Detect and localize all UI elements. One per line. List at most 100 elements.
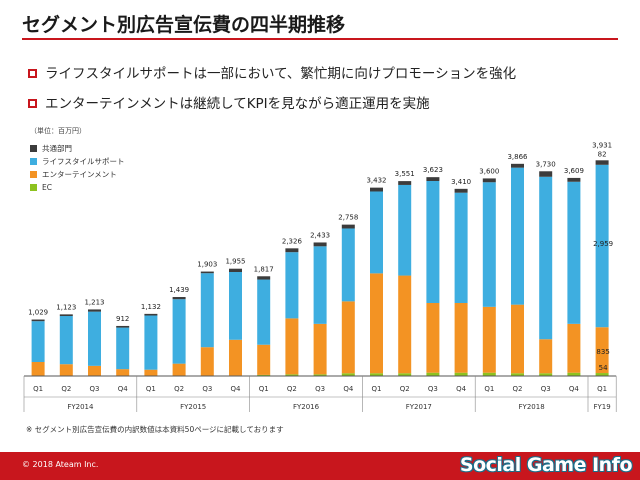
bar-segment [370, 373, 383, 376]
bullet-square-icon [28, 98, 37, 108]
bar-segment [595, 164, 609, 328]
bar-total-label: 3,623 [423, 166, 443, 174]
bar-segment [426, 303, 440, 373]
bar-total-label: 1,955 [225, 258, 245, 266]
bar-total-label: 1,817 [254, 265, 274, 273]
bar-segment [31, 321, 45, 363]
footnote: ※ セグメント別広告宣伝費の内訳数値は本資料50ページに記載しております [26, 425, 284, 434]
bar-segment [144, 315, 158, 370]
page-title: セグメント別広告宣伝費の四半期推移 [22, 14, 346, 36]
bar-total-label: 3,931 [592, 141, 612, 149]
bar-segment [116, 327, 130, 370]
bar-segment [398, 181, 412, 185]
bar-segment [257, 276, 271, 280]
bar-segment [313, 242, 327, 247]
x-tick-label: Q2 [287, 385, 297, 393]
bar-total-label: 2,433 [310, 231, 330, 239]
bar-total-label: 1,213 [84, 298, 104, 306]
x-tick-label: Q3 [90, 385, 100, 393]
footer-bar: © 2018 Ateam Inc. Social Game Info [0, 452, 640, 480]
bar-segment [59, 314, 73, 317]
bar-total-label: 2,326 [282, 237, 303, 245]
x-tick-label: Q4 [569, 385, 580, 393]
bar-segment [229, 268, 242, 272]
bar-segment [567, 181, 581, 324]
bar-segment [116, 325, 130, 328]
unit-label: （単位：百万円） [30, 127, 86, 135]
bar-segment [595, 373, 609, 376]
bar-segment [454, 372, 468, 376]
bar-segment [454, 188, 468, 193]
bar-segment [539, 373, 553, 376]
x-tick-label: Q4 [118, 385, 129, 393]
x-tick-label: Q1 [259, 385, 269, 393]
bar-segment [172, 297, 186, 300]
legend-label: EC [42, 183, 52, 192]
chart-legend: 共通部門 ライフスタイルサポート エンターテインメント EC [30, 142, 125, 194]
bar-segment [398, 184, 412, 276]
x-tick-label: Q3 [428, 385, 438, 393]
bar-segment [341, 228, 355, 302]
bar-segment [341, 301, 355, 374]
legend-swatch [30, 145, 37, 152]
legend-item: ライフスタイルサポート [30, 155, 125, 168]
bar-segment [398, 275, 412, 374]
bar-segment [482, 182, 496, 307]
x-tick-label: Q2 [400, 385, 410, 393]
x-tick-label: Q3 [315, 385, 325, 393]
x-tick-label: Q4 [231, 385, 242, 393]
x-tick-label: Q4 [456, 385, 467, 393]
bar-segment [426, 177, 440, 181]
bullet-square-icon [28, 68, 37, 78]
x-tick-label: Q1 [146, 385, 156, 393]
watermark-logo: Social Game Info [459, 454, 633, 476]
segment-value-label: 82 [598, 150, 607, 158]
bar-segment [511, 167, 524, 305]
legend-label: エンターテインメント [42, 170, 117, 179]
bar-segment [116, 369, 130, 376]
bar-total-label: 3,866 [507, 153, 528, 161]
x-tick-label: Q4 [343, 385, 354, 393]
bar-segment [285, 374, 299, 376]
bar-segment [229, 271, 242, 340]
legend-item: エンターテインメント [30, 168, 125, 181]
bar-segment [370, 273, 383, 374]
legend-label: ライフスタイルサポート [42, 157, 125, 166]
bar-segment [257, 279, 271, 345]
bar-total-label: 1,439 [169, 286, 189, 294]
bar-segment [88, 311, 101, 366]
bar-total-label: 1,132 [141, 303, 161, 311]
segment-value-label: 54 [599, 364, 608, 372]
legend-label: 共通部門 [42, 144, 72, 153]
x-tick-label: Q3 [541, 385, 551, 393]
bar-total-label: 912 [116, 315, 129, 323]
bar-segment [88, 309, 101, 312]
bar-segment [313, 323, 327, 375]
bar-segment [370, 191, 383, 274]
bullet-item: ライフスタイルサポートは一部において、繁忙期に向けプロモーションを強化 [28, 62, 516, 82]
bar-segment [31, 319, 45, 322]
bar-segment [313, 246, 327, 324]
stacked-bar-chart: 1,029 1,123 1,213 912 1,132 1,439 1,903 1,955 1,… [23, 141, 617, 412]
fiscal-year-label: FY2015 [180, 403, 206, 411]
bar-segment [539, 339, 553, 374]
x-tick-label: Q1 [33, 385, 43, 393]
bar-total-label: 3,551 [395, 170, 415, 178]
bar-segment [229, 339, 242, 376]
bar-segment [595, 327, 609, 374]
fiscal-year-label: FY2017 [406, 403, 432, 411]
segment-value-label: 835 [596, 348, 609, 356]
bar-segment [257, 344, 271, 375]
bar-segment [172, 363, 186, 376]
bar-segment [59, 364, 73, 376]
bar-segment [59, 316, 73, 365]
x-tick-label: Q2 [174, 385, 184, 393]
bar-segment [567, 177, 581, 182]
bar-segment [257, 374, 271, 376]
bar-segment [482, 178, 496, 183]
bar-segment [144, 313, 158, 316]
bullet-text: ライフスタイルサポートは一部において、繁忙期に向けプロモーションを強化 [45, 66, 517, 82]
bar-segment [200, 271, 214, 274]
fiscal-year-label: FY19 [593, 403, 610, 411]
title-underline [22, 38, 618, 40]
